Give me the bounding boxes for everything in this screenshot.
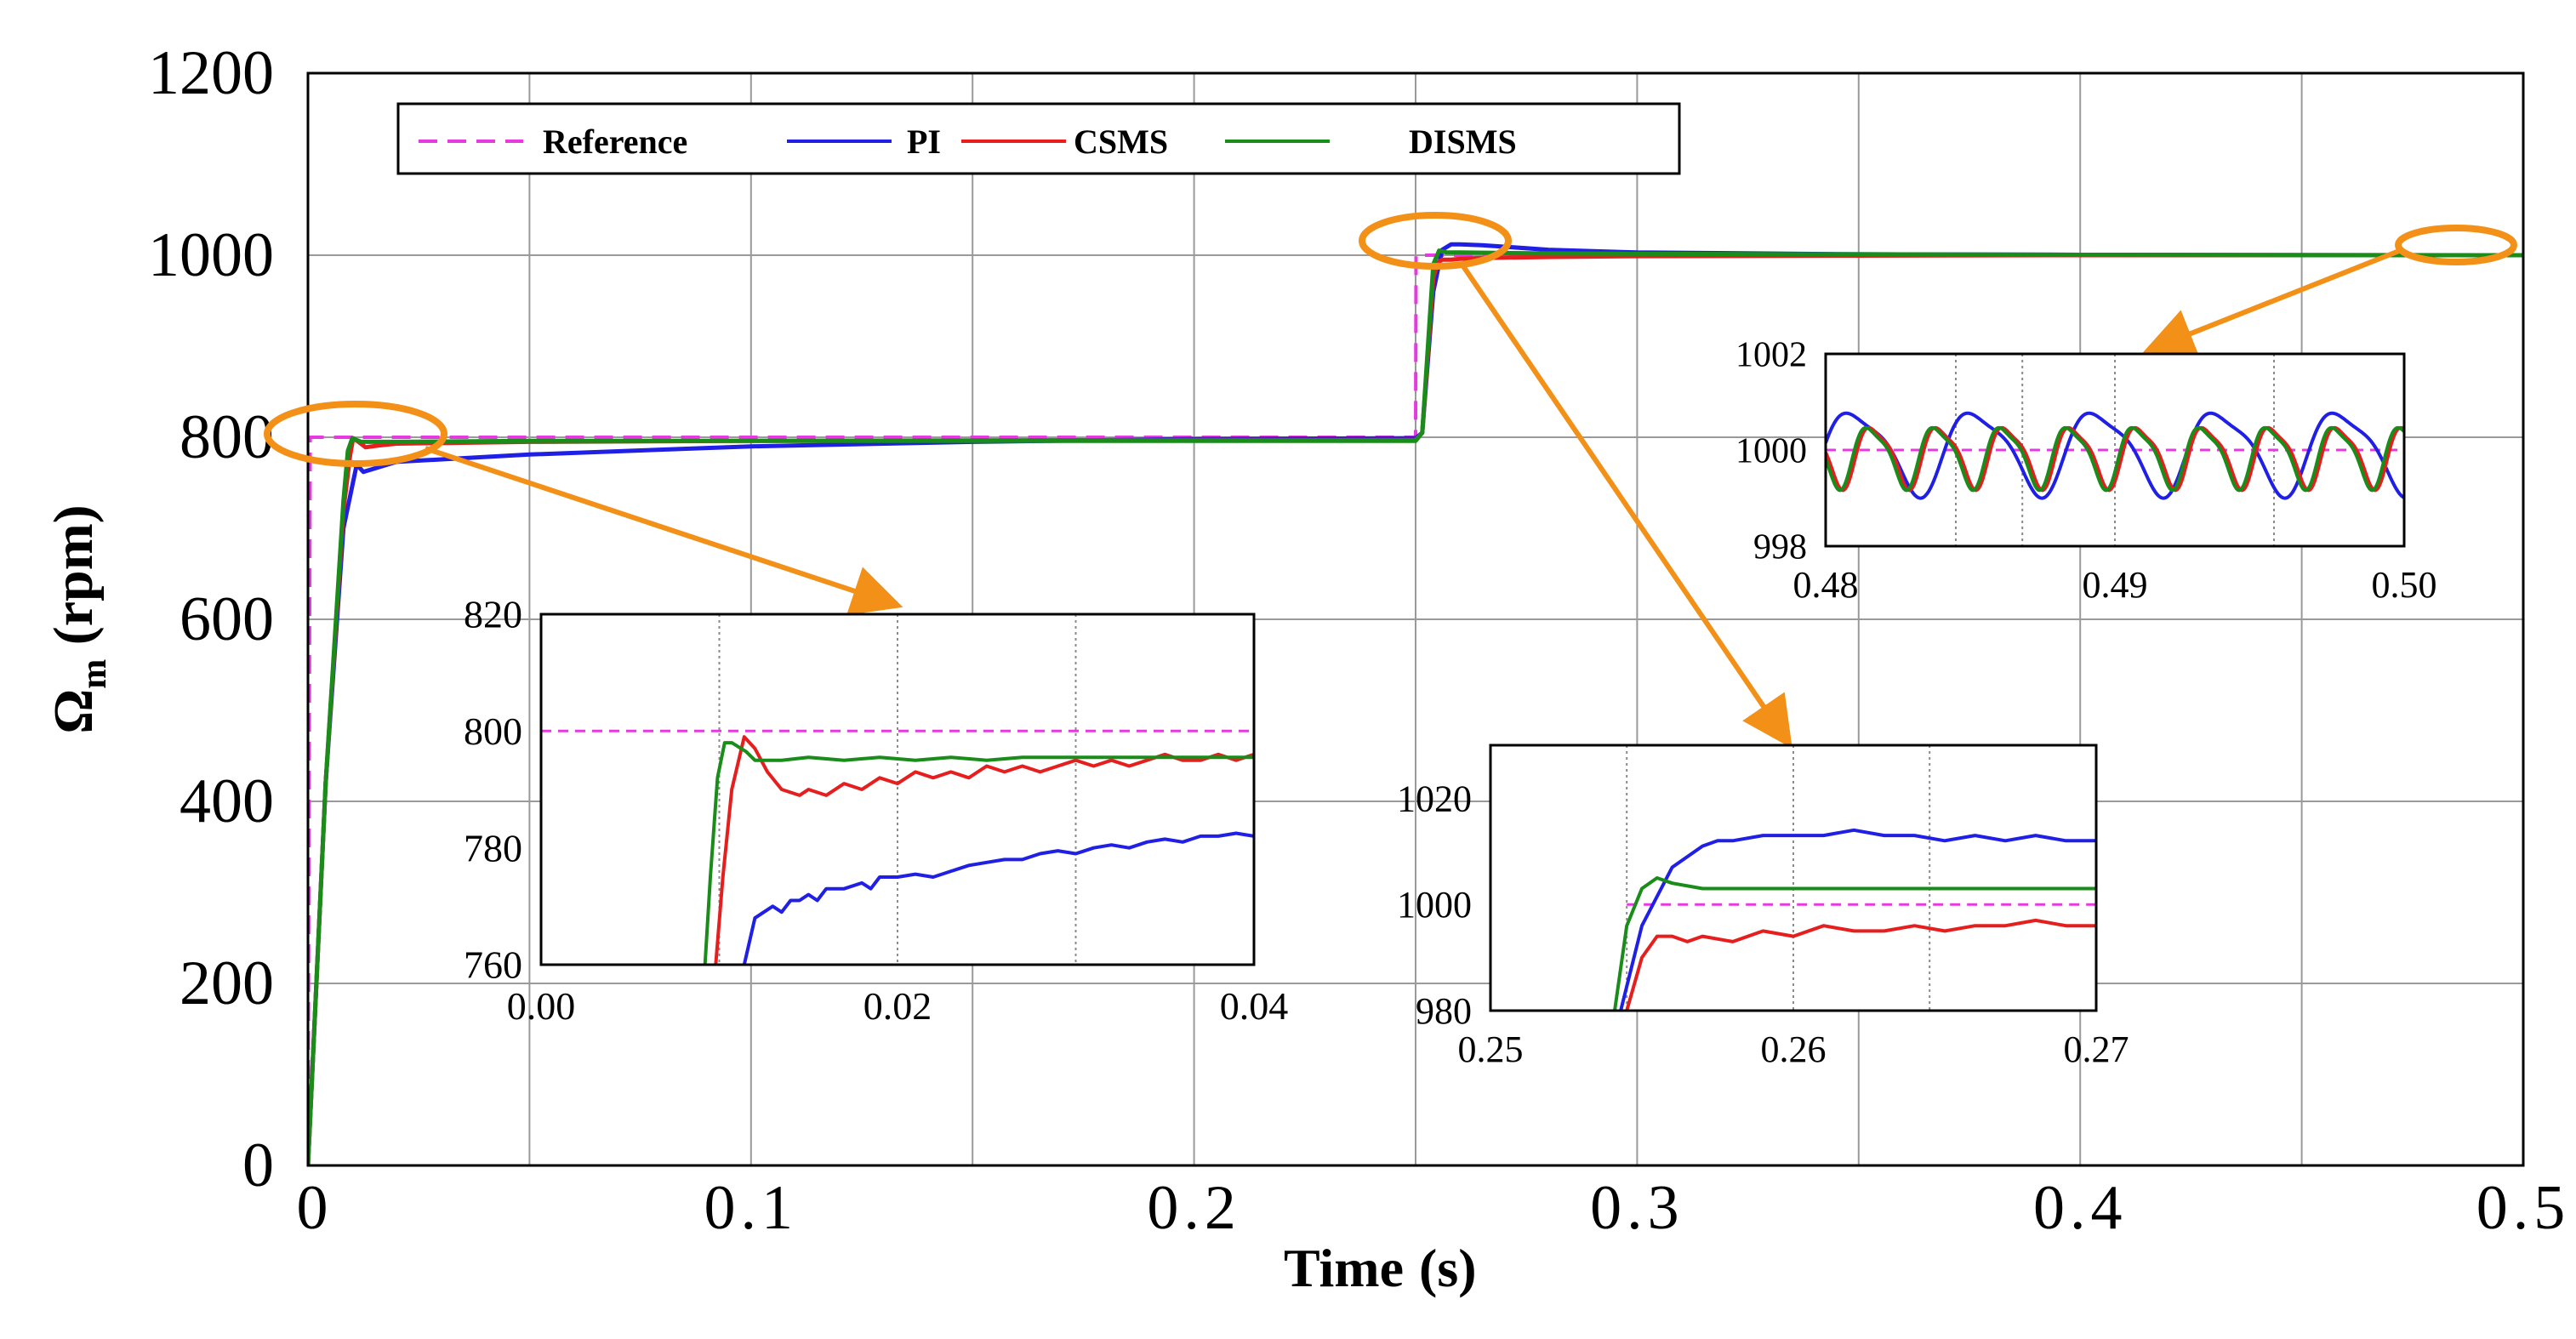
highlight-ellipse-steady: [2395, 225, 2517, 265]
x-axis-label: Time: [1284, 1238, 1404, 1298]
highlight-ellipse-startup: [264, 401, 447, 467]
zoom-annotations: [264, 212, 2517, 749]
x-axis-unit: (s): [1419, 1238, 1477, 1298]
inset-startup-frame: [539, 613, 1256, 966]
inset-steady: 0.48 0.49 0.50 998 1000 1002: [1735, 335, 2437, 606]
inset-steady-series-disms: [1826, 425, 2404, 493]
inset-step-y-tick-2: 1020: [1397, 778, 1472, 819]
inset-startup-x-tick-0: 0.00: [507, 984, 576, 1028]
inset-steady-y-tick-2: 1002: [1735, 335, 1807, 374]
y-axis-symbol: Ω: [43, 689, 105, 734]
inset-step-series-pi: [1619, 828, 2096, 1011]
inset-steady-y-tick-0: 998: [1753, 527, 1807, 567]
y-axis-unit: (rpm): [43, 504, 105, 645]
legend-label-pi: PI: [907, 123, 941, 161]
inset-steady-lines: [1826, 411, 2404, 500]
legend-box: [396, 102, 1681, 175]
svg-text:Ωm (rpm): Ωm (rpm): [43, 504, 114, 733]
x-tick-label-1: 0.1: [704, 1173, 799, 1243]
main-plot-lines: [308, 242, 2523, 1165]
legend-label-disms: DISMS: [1409, 123, 1517, 161]
y-axis-subscript: m: [75, 659, 114, 689]
inset-step-x-tick-1: 0.26: [1761, 1028, 1827, 1070]
inset-startup-x-tick-1: 0.02: [863, 984, 932, 1028]
x-tick-label-5: 0.5: [2476, 1173, 2571, 1243]
inset-step-y-tick-1: 1000: [1397, 884, 1472, 926]
inset-startup-lines: [541, 729, 1254, 965]
inset-step-y-tick-0: 980: [1416, 990, 1472, 1032]
inset-step-x-tick-0: 0.25: [1458, 1028, 1524, 1070]
inset-startup-y-tick-0: 760: [464, 943, 522, 987]
legend-label-csms: CSMS: [1074, 123, 1168, 161]
inset-startup-series-pi: [742, 831, 1254, 965]
x-tick-label-2: 0.2: [1147, 1173, 1241, 1243]
inset-steady-x-tick-2: 0.50: [2372, 564, 2437, 606]
y-tick-label-5: 1000: [148, 220, 274, 290]
inset-startup-y-tick-3: 820: [464, 593, 522, 636]
legend: Reference PI CSMS DISMS: [396, 102, 1681, 175]
inset-steady-series-pi: [1826, 411, 2404, 500]
inset-step: 0.25 0.26 0.27 980 1000 1020: [1397, 744, 2129, 1070]
inset-step-x-tick-2: 0.27: [2064, 1028, 2129, 1070]
inset-startup-series-disms: [703, 741, 1254, 965]
inset-steady-x-tick-1: 0.49: [2083, 564, 2148, 606]
legend-label-reference: Reference: [543, 123, 687, 161]
inset-startup-y-tick-1: 780: [464, 826, 522, 869]
inset-step-lines: [1613, 828, 2096, 1011]
y-tick-label-2: 400: [180, 766, 274, 836]
x-tick-label-4: 0.4: [2033, 1173, 2128, 1243]
inset-steady-y-tick-1: 1000: [1735, 431, 1807, 470]
y-tick-label-1: 200: [180, 949, 274, 1018]
arrow-startup: [425, 446, 903, 616]
inset-step-series-disms: [1613, 876, 2096, 1011]
inset-step-frame: [1489, 744, 2098, 1012]
inset-startup-y-tick-2: 800: [464, 709, 522, 753]
series-line-disms: [308, 248, 2523, 1165]
inset-startup-x-tick-2: 0.04: [1220, 984, 1289, 1028]
highlight-ellipse-step: [1359, 212, 1512, 270]
inset-steady-x-tick-0: 0.48: [1793, 564, 1859, 606]
inset-step-series-csms: [1625, 918, 2096, 1011]
x-tick-label-3: 0.3: [1590, 1173, 1684, 1243]
inset-steady-frame: [1824, 352, 2406, 548]
arrow-steady: [2142, 248, 2401, 358]
arrow-step: [1459, 262, 1792, 749]
y-tick-label-0: 0: [242, 1131, 274, 1200]
y-tick-label-6: 1200: [148, 38, 274, 108]
x-tick-label-0: 0: [297, 1173, 333, 1243]
main-plot-frame: [306, 71, 2525, 1167]
inset-startup: 0.00 0.02 0.04 760 780 800 820: [464, 593, 1288, 1028]
y-tick-label-4: 800: [180, 402, 274, 472]
y-axis-label: Ωm (rpm): [43, 504, 114, 733]
y-tick-label-3: 600: [180, 584, 274, 654]
